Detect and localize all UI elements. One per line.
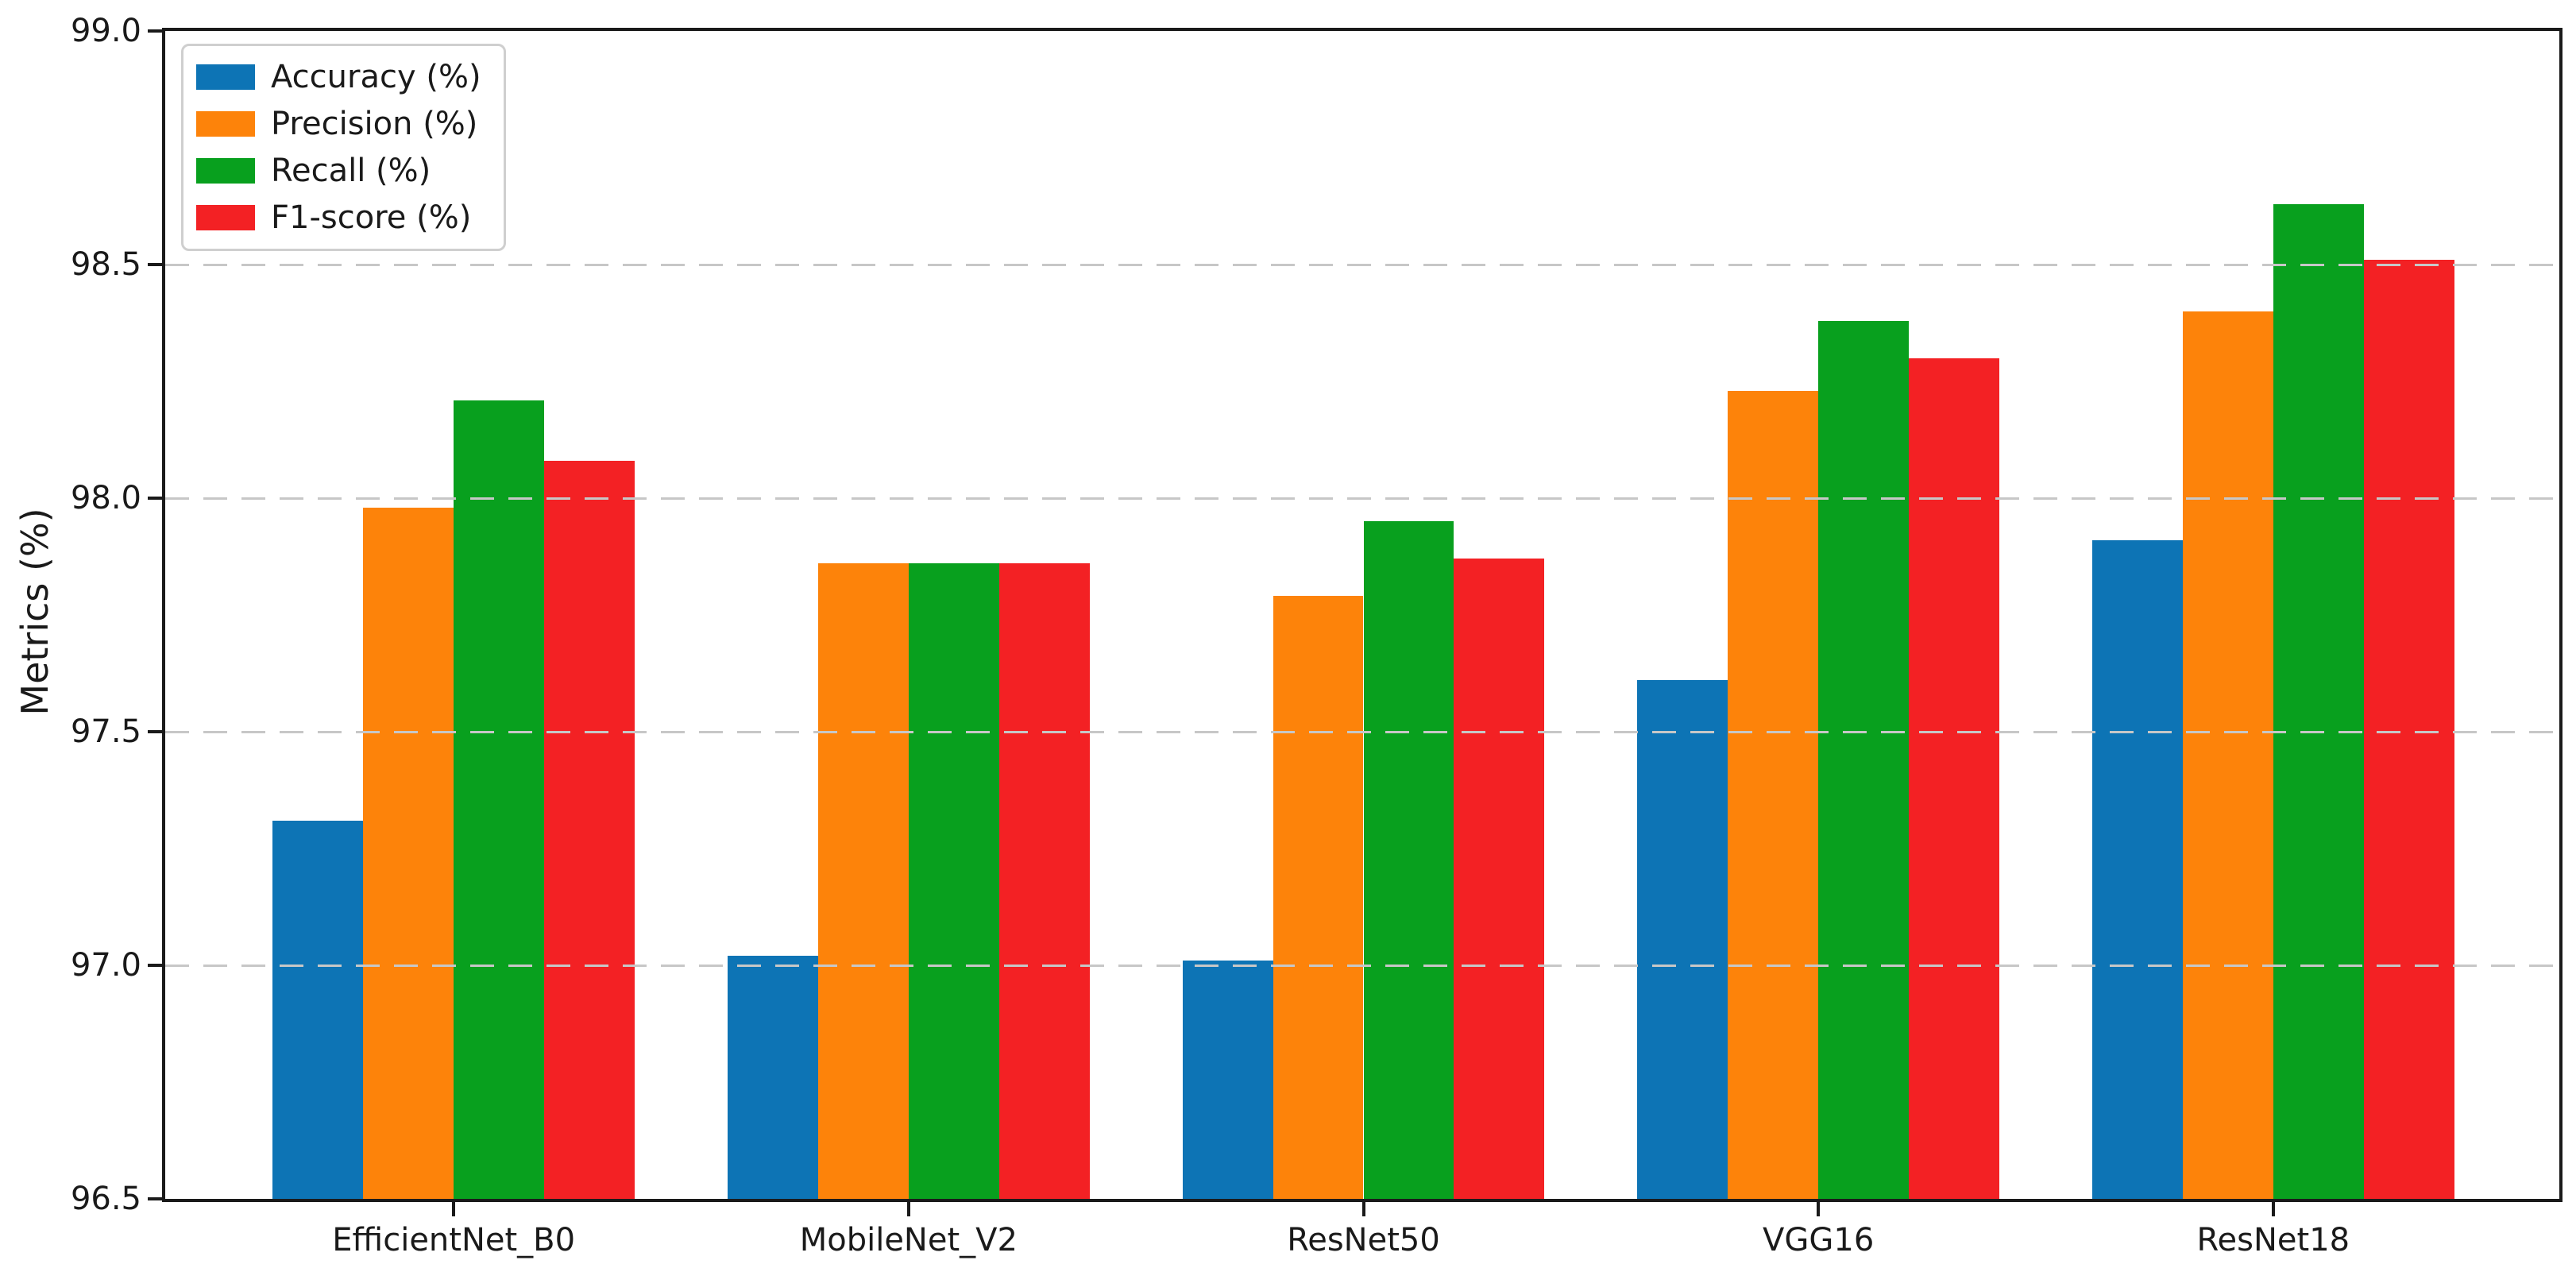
legend-item-f1-score: F1-score (%) [196, 199, 481, 236]
bar-MobileNet_V2-precision [817, 563, 909, 1199]
bar-ResNet50-precision [1273, 596, 1364, 1199]
y-tick-label: 98.0 [70, 480, 141, 516]
bar-MobileNet_V2-f1-score [998, 563, 1090, 1199]
y-tick-mark [148, 1197, 162, 1200]
legend: Accuracy (%) Precision (%) Recall (%) F1-sc… [181, 44, 506, 251]
y-tick-label: 98.5 [70, 246, 141, 283]
y-tick-mark [148, 263, 162, 266]
legend-swatch [196, 205, 255, 230]
legend-label: Accuracy (%) [271, 59, 481, 95]
x-tick-label-MobileNet_V2: MobileNet_V2 [799, 1222, 1018, 1258]
legend-swatch [196, 158, 255, 184]
bar-VGG16-precision [1728, 390, 1819, 1199]
bar-VGG16-f1-score [1909, 358, 2000, 1199]
gridline-98.0 [165, 497, 2559, 500]
bar-ResNet50-accuracy [1182, 961, 1273, 1199]
bar-ResNet18-f1-score [2363, 260, 2454, 1199]
bar-VGG16-accuracy [1637, 680, 1728, 1199]
legend-item-precision: Precision (%) [196, 106, 481, 142]
bar-MobileNet_V2-recall [908, 563, 999, 1199]
y-tick-mark [148, 964, 162, 967]
legend-swatch [196, 64, 255, 90]
gridline-97.0 [165, 964, 2559, 967]
plot-area: Accuracy (%) Precision (%) Recall (%) F1-sc… [162, 28, 2562, 1202]
bar-EfficientNet_B0-f1-score [544, 460, 635, 1199]
bar-ResNet50-f1-score [1454, 559, 1545, 1199]
bar-EfficientNet_B0-recall [454, 400, 545, 1199]
x-tick-mark [2271, 1202, 2275, 1216]
x-tick-mark [1817, 1202, 1821, 1216]
x-tick-label-ResNet50: ResNet50 [1287, 1222, 1440, 1258]
bar-EfficientNet_B0-precision [363, 507, 454, 1199]
x-tick-mark [452, 1202, 456, 1216]
y-tick-label: 99.0 [70, 13, 141, 49]
bar-EfficientNet_B0-accuracy [272, 820, 364, 1199]
gridline-97.5 [165, 730, 2559, 733]
bar-VGG16-recall [1818, 320, 1910, 1199]
x-tick-mark [1361, 1202, 1365, 1216]
y-tick-mark [148, 497, 162, 500]
y-axis-label: Metrics (%) [14, 508, 56, 716]
bar-ResNet18-recall [2273, 203, 2364, 1199]
y-tick-mark [148, 29, 162, 33]
legend-item-recall: Recall (%) [196, 153, 481, 189]
bar-MobileNet_V2-accuracy [727, 956, 818, 1199]
y-tick-mark [148, 730, 162, 733]
bar-ResNet18-precision [2182, 311, 2273, 1199]
legend-swatch [196, 111, 255, 137]
x-tick-label-VGG16: VGG16 [1763, 1222, 1875, 1258]
legend-item-accuracy: Accuracy (%) [196, 59, 481, 95]
bar-ResNet50-recall [1363, 521, 1454, 1199]
gridline-98.5 [165, 263, 2559, 266]
x-tick-mark [906, 1202, 910, 1216]
y-tick-label: 97.0 [70, 947, 141, 984]
x-tick-label-ResNet18: ResNet18 [2196, 1222, 2350, 1258]
legend-label: Precision (%) [271, 106, 478, 142]
legend-label: Recall (%) [271, 153, 431, 189]
y-tick-label: 96.5 [70, 1181, 141, 1217]
legend-label: F1-score (%) [271, 199, 472, 236]
y-tick-label: 97.5 [70, 713, 141, 750]
bar-ResNet18-accuracy [2091, 539, 2183, 1199]
x-tick-label-EfficientNet_B0: EfficientNet_B0 [332, 1222, 576, 1258]
